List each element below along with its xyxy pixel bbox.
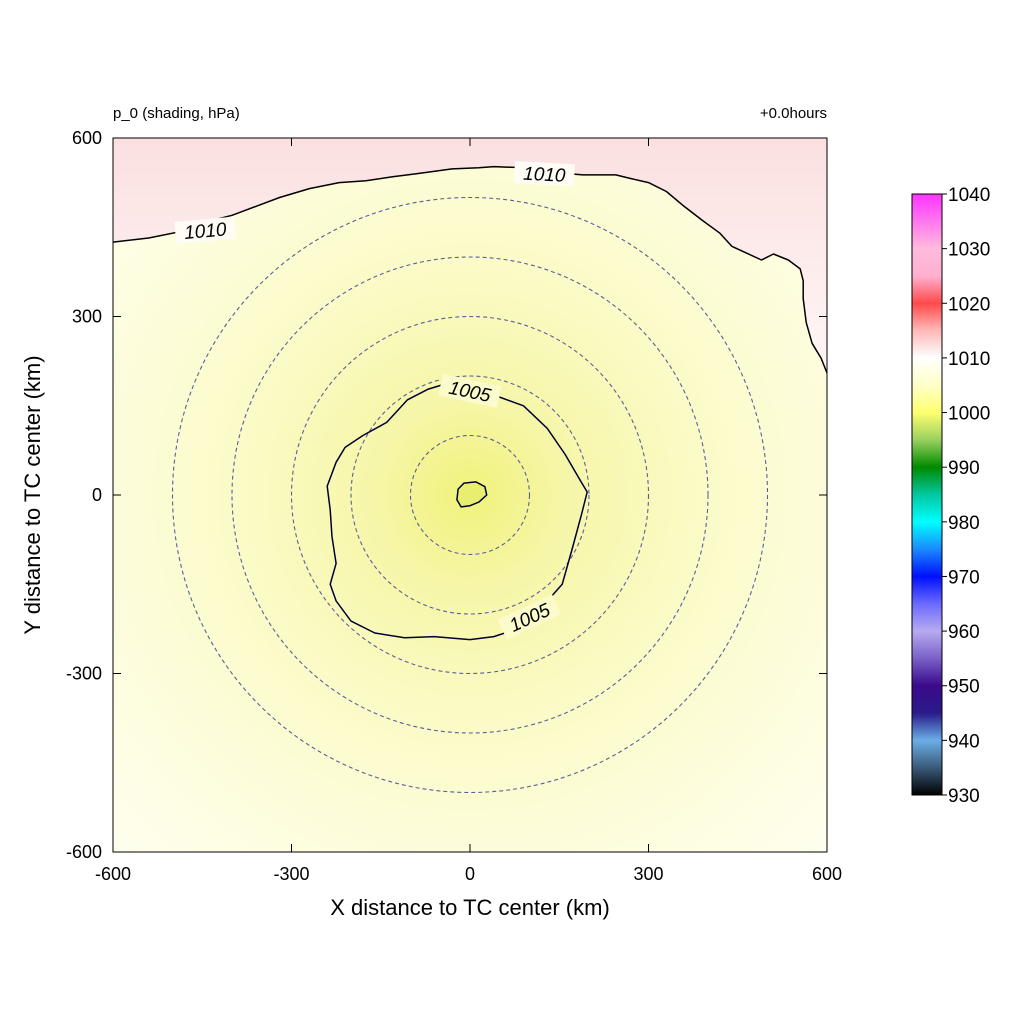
high-pressure-region <box>113 138 827 373</box>
contour-label-bg <box>438 373 502 408</box>
colorbar-tick-label: 980 <box>948 513 980 534</box>
pressure-core <box>456 481 487 507</box>
x-tick-label: 0 <box>465 864 475 884</box>
colorbar-tick-label: 1020 <box>948 294 990 315</box>
range-ring <box>290 315 650 675</box>
colorbar-tick-label: 950 <box>948 677 980 698</box>
colorbar-tick-label: 970 <box>948 567 980 588</box>
contour-1000 <box>456 481 488 508</box>
colorbar-tick-label: 1030 <box>948 240 990 261</box>
x-tick-label: -300 <box>273 864 309 884</box>
range-rings <box>171 196 769 794</box>
title-left: p_0 (shading, hPa) <box>113 105 240 122</box>
contour-label: 1010 <box>523 164 567 187</box>
contour-1010 <box>112 165 828 374</box>
contour-label: 1010 <box>183 219 227 244</box>
colorbar <box>911 193 943 796</box>
contour-label-group: 1010 <box>174 216 237 244</box>
colorbar-tick-label: 960 <box>948 622 980 643</box>
y-tick-label: 0 <box>92 485 102 505</box>
y-axis-ticks: -600 -300 0 300 600 <box>66 128 827 862</box>
x-tick-label: 300 <box>633 864 663 884</box>
y-axis-label: Y distance to TC center (km) <box>20 355 45 634</box>
title-right: +0.0hours <box>760 105 827 122</box>
contour-label-bg <box>513 161 575 187</box>
colorbar-tick-label: 930 <box>948 786 980 807</box>
colorbar-tick-label: 1010 <box>948 349 990 370</box>
colorbar-tick-label: 940 <box>948 731 980 752</box>
contour-label-group: 1010 <box>513 161 575 187</box>
x-axis-label: X distance to TC center (km) <box>330 895 610 920</box>
contour-label-bg <box>497 594 562 640</box>
y-tick-label: 300 <box>72 307 102 327</box>
contour-1005 <box>326 381 588 641</box>
x-tick-label: -600 <box>95 864 131 884</box>
colorbar-tick-label: 990 <box>948 458 980 479</box>
colorbar-tick-label: 1040 <box>948 185 990 206</box>
contour-lines <box>112 165 828 641</box>
y-tick-label: -600 <box>66 842 102 862</box>
plot-shading <box>113 138 827 852</box>
range-ring <box>350 375 590 615</box>
x-axis-ticks: -600 -300 0 300 600 <box>95 138 842 884</box>
colorbar-tick-label: 1000 <box>948 404 990 425</box>
range-ring <box>409 434 531 556</box>
contour-label-bg <box>174 216 237 244</box>
colorbar-ticks: 930 940 950 960 970 980 990 1000 1010 1020 1030 104… <box>942 185 990 807</box>
y-tick-label: -300 <box>66 664 102 684</box>
range-ring <box>171 196 769 794</box>
range-ring <box>231 256 709 734</box>
y-tick-label: 600 <box>72 128 102 148</box>
x-tick-label: 600 <box>812 864 842 884</box>
